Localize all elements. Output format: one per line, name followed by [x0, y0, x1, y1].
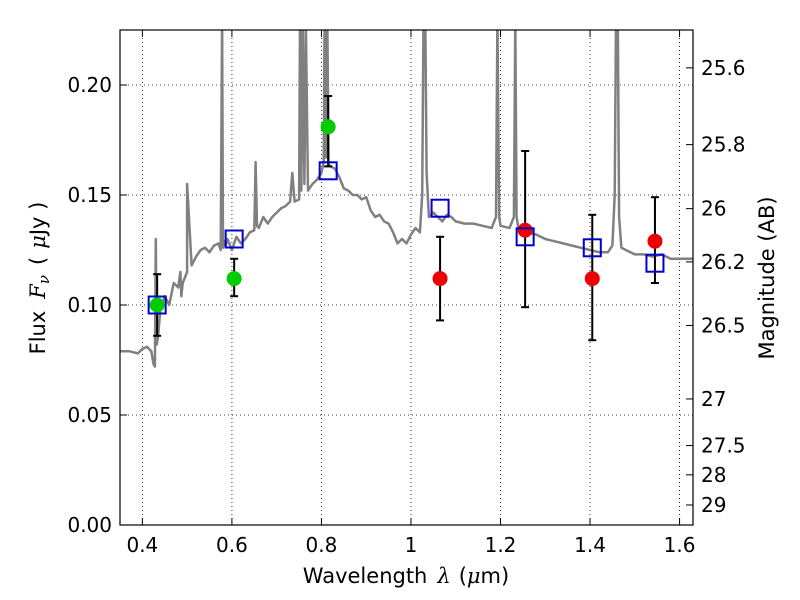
model-point-square: [430, 198, 450, 218]
plot-area: [120, 30, 693, 368]
model-spectrum-line: [120, 30, 693, 368]
x-tick-label: 0.6: [216, 533, 248, 557]
model-point-square: [582, 238, 602, 258]
plot-frame: [119, 29, 694, 526]
grid: [120, 30, 693, 526]
y2-tick-label: 26.5: [701, 313, 746, 337]
model-point-square: [224, 229, 244, 249]
data-point-circle: [647, 233, 663, 249]
x-tick-label: 1.4: [574, 533, 606, 557]
y2-tick-label: 29: [701, 493, 726, 517]
y2-axis: 25.6 25.8 26 26.2 26.5 27 27.5 28 29: [686, 56, 746, 517]
y2-axis-label: Magnitude (AB): [755, 196, 779, 359]
data-point-circle: [432, 271, 448, 287]
y2-tick-label: 26: [701, 197, 726, 221]
y2-tick-label: 27.5: [701, 434, 746, 458]
x-tick-label: 0.8: [306, 533, 338, 557]
x-tick-label: 0.4: [126, 533, 158, 557]
data-point-circle: [149, 297, 165, 313]
model-point-square: [318, 161, 338, 181]
y2-tick-label: 26.2: [701, 250, 746, 274]
errorbars: [153, 95, 659, 342]
x-axis: 0.4 0.6 0.8 1 1.2 1.4 1.6: [126, 30, 695, 557]
markers: [147, 119, 665, 315]
y2-tick-label: 25.8: [701, 133, 746, 157]
model-point-square: [147, 295, 167, 315]
y2-tick-label: 28: [701, 463, 726, 487]
y-axis: 0.00 0.05 0.10 0.15 0.20: [67, 73, 127, 537]
y-tick-label: 0.15: [67, 183, 112, 207]
data-point-circle: [584, 271, 600, 287]
y-tick-label: 0.05: [67, 403, 112, 427]
data-point-circle: [226, 271, 242, 287]
data-point-circle: [517, 222, 533, 238]
y2-tick-label: 27: [701, 387, 726, 411]
x-axis-label: Wavelength λ (μm): [303, 564, 509, 588]
x-tick-label: 1.2: [485, 533, 517, 557]
y-axis-label: FluxFν(μJy ): [26, 202, 53, 355]
data-point-circle: [320, 119, 336, 135]
x-tick-label: 1: [405, 533, 418, 557]
y2-tick-label: 25.6: [701, 56, 746, 80]
y-tick-label: 0.00: [67, 513, 112, 537]
y-tick-label: 0.10: [67, 293, 112, 317]
model-point-square: [515, 227, 535, 247]
y-tick-label: 0.20: [67, 73, 112, 97]
x-tick-label: 1.6: [664, 533, 696, 557]
model-point-square: [645, 253, 665, 273]
